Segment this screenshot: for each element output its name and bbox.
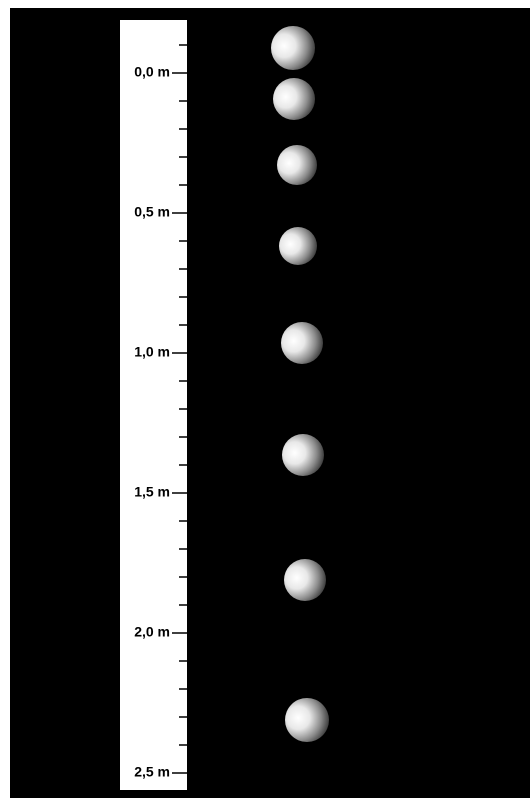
ball [285, 698, 329, 742]
scale-label: 1,0 m [134, 344, 170, 360]
scale-label: 0,5 m [134, 204, 170, 220]
scale-label: 0,0 m [134, 64, 170, 80]
scale-label: 2,0 m [134, 624, 170, 640]
scale-label: 2,5 m [134, 764, 170, 780]
ball [279, 227, 317, 265]
measuring-stick [120, 20, 187, 790]
ball [271, 26, 315, 70]
ball [273, 78, 315, 120]
ball [284, 559, 326, 601]
ball [281, 322, 323, 364]
page: {"scale": {"labels": ["0,0 m", "0,5 m", … [0, 0, 530, 798]
photo: 0,0 m 0,5 m 1,0 m 1,5 m 2,0 m 2,5 m [0, 0, 530, 798]
ball [277, 145, 317, 185]
background [10, 8, 530, 798]
scale-label: 1,5 m [134, 484, 170, 500]
ball [282, 434, 324, 476]
